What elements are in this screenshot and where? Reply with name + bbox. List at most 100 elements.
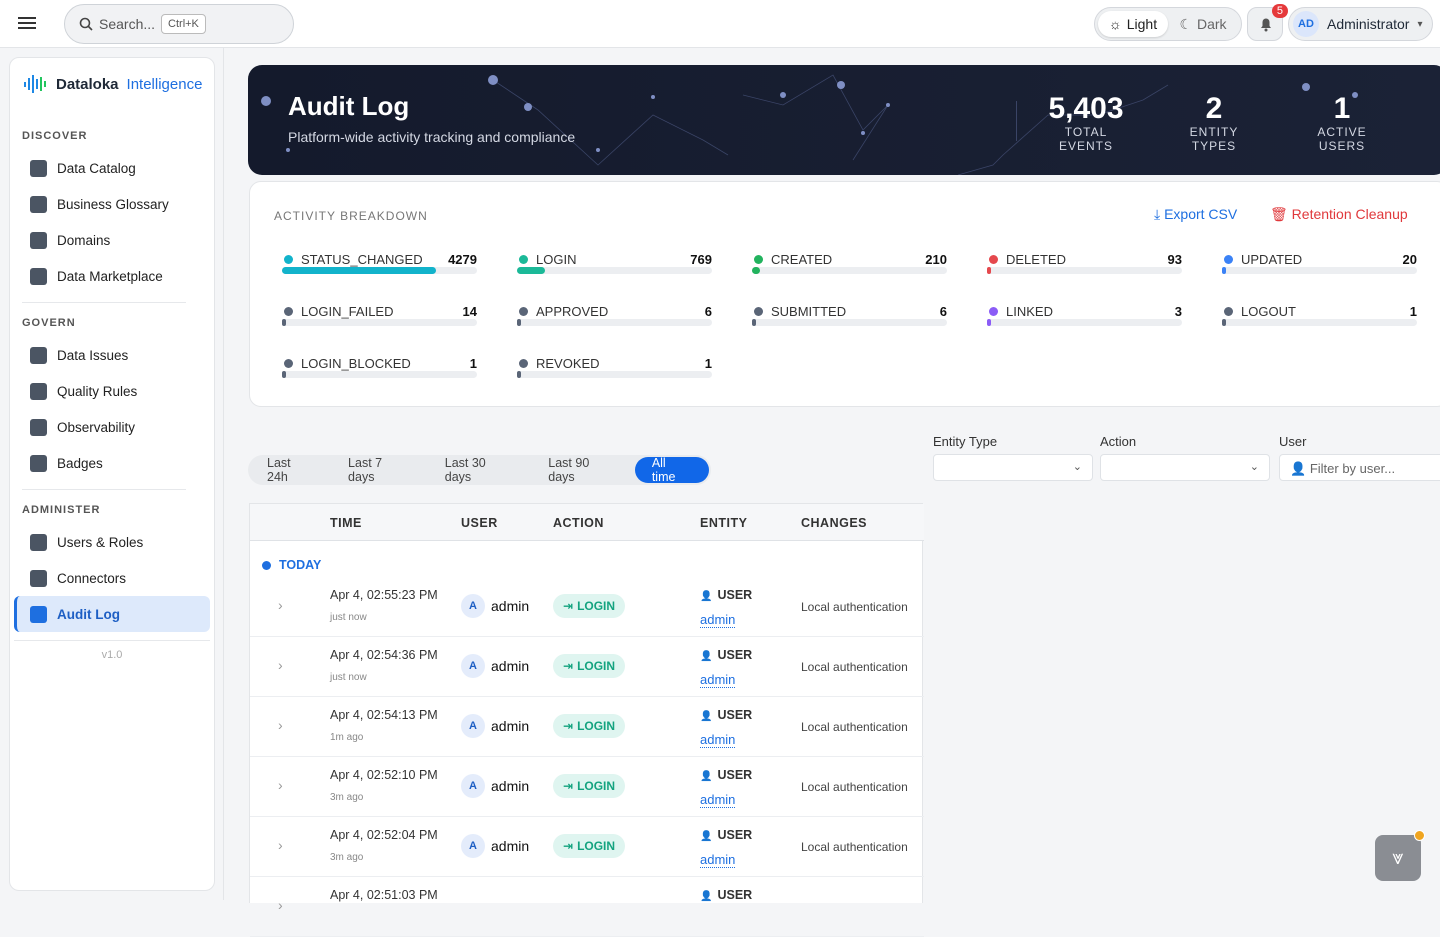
nav-item[interactable]: Users & Roles — [14, 524, 210, 560]
column-header: ENTITY — [700, 516, 748, 530]
item-count: 1 — [469, 356, 477, 371]
notifications[interactable]: 5 — [1247, 4, 1288, 41]
table-header — [250, 504, 924, 541]
action-icon: ⇥ — [563, 839, 574, 853]
bar-track — [282, 319, 477, 326]
bar-track — [517, 319, 712, 326]
action-pill: ⇥ LOGIN — [553, 594, 626, 618]
nav-icon — [30, 346, 47, 364]
entity-link[interactable]: admin — [700, 672, 736, 688]
user-initials: AD — [1293, 11, 1319, 37]
user: admin — [491, 838, 530, 854]
select[interactable]: ⌄ — [1100, 454, 1270, 481]
entity-icon: 👤 — [700, 771, 713, 782]
brand-logo — [24, 75, 46, 93]
bar — [987, 319, 991, 326]
action-icon: ⇥ — [563, 779, 574, 793]
breakdown-item: APPROVED 6 — [517, 304, 712, 340]
hero-stat: 1 ACTIVE USERS — [1294, 93, 1390, 154]
bar-track — [517, 371, 712, 378]
nav-item[interactable]: Data Marketplace — [14, 258, 210, 294]
item-name: STATUS_CHANGED — [301, 252, 423, 267]
nav-item[interactable]: Domains — [14, 222, 210, 258]
time: Apr 4, 02:54:13 PM — [330, 708, 438, 722]
user: admin — [491, 598, 530, 614]
theme-dark[interactable]: ☾ Dark — [1179, 15, 1227, 33]
expand-chevron: › — [278, 777, 283, 793]
entity-icon: 👤 — [700, 591, 713, 602]
brand-name: Dataloka — [56, 75, 119, 93]
item-name: REVOKED — [536, 356, 600, 371]
bar — [752, 319, 756, 326]
top-bar: Search... Ctrl+K ☼ Light ☾ Dark 5 AD Adm… — [0, 0, 1440, 48]
user-menu[interactable]: AD Administrator ▾ — [1288, 7, 1433, 41]
bar — [517, 371, 521, 378]
item-name: DELETED — [1006, 252, 1066, 267]
input[interactable]: 👤 Filter by user... — [1279, 454, 1440, 481]
time: Apr 4, 02:55:23 PM — [330, 588, 438, 602]
nav-item[interactable]: Badges — [14, 445, 210, 481]
nav-item[interactable]: Quality Rules — [14, 373, 210, 409]
time-range[interactable]: All time — [634, 456, 710, 484]
bell-icon — [1261, 18, 1271, 32]
page-subtitle: Platform-wide activity tracking and comp… — [288, 129, 576, 145]
entity-type: 👤 USER — [700, 768, 752, 782]
search-box[interactable]: Search... Ctrl+K — [64, 4, 294, 44]
bar-track — [517, 267, 712, 274]
nav-icon — [30, 159, 47, 177]
breakdown-item: REVOKED 1 — [517, 356, 712, 392]
nav-item[interactable]: Audit Log — [14, 596, 210, 632]
theme-toggle: ☼ Light ☾ Dark — [1094, 7, 1242, 41]
table-row[interactable]: › Apr 4, 02:51:03 PM 👤 USER — [250, 877, 924, 937]
action: LOGIN — [577, 839, 616, 853]
theme-light[interactable]: ☼ Light — [1098, 11, 1168, 37]
audit-table: TODAY TIME USER ACTION ENTITY CHANGES › Apr 4,… — [249, 503, 924, 937]
bar — [517, 319, 521, 326]
nav-item[interactable]: Business Glossary — [14, 186, 210, 222]
bar — [282, 267, 437, 274]
item-icon — [989, 255, 998, 264]
time-range[interactable]: Last 30 days — [444, 456, 486, 484]
time-range[interactable]: Last 24h — [267, 456, 291, 484]
time-range[interactable]: Last 90 days — [548, 456, 590, 484]
item-name: LINKED — [1006, 304, 1053, 319]
item-name: SUBMITTED — [771, 304, 847, 319]
item-icon — [989, 307, 998, 316]
item-count: 3 — [1174, 304, 1182, 319]
entity-type-label: USER — [717, 828, 753, 842]
item-count: 6 — [704, 304, 712, 319]
sidebar: Dataloka Intelligence DISCOVER Data Catal… — [9, 57, 215, 891]
action-icon: ⇥ — [563, 719, 574, 733]
assistant-button[interactable]: ⩔ — [1375, 830, 1425, 881]
nav-item[interactable]: Data Issues — [14, 337, 210, 373]
navigation: DISCOVER Data Catalog Business Glossary Dom… — [10, 130, 214, 661]
user-avatar: A — [461, 834, 485, 858]
export-csv[interactable]: ⤓ Export CSV — [1154, 206, 1238, 222]
nav-item[interactable]: Connectors — [14, 560, 210, 596]
expand-chevron: › — [278, 837, 283, 853]
entity-link[interactable]: admin — [700, 852, 736, 868]
retention-cleanup[interactable]: 🗑 Retention Cleanup — [1270, 206, 1408, 222]
entity-link[interactable]: admin — [700, 792, 736, 808]
select[interactable]: ⌄ — [933, 454, 1093, 481]
menu-button[interactable] — [18, 14, 36, 32]
action: LOGIN — [577, 779, 616, 793]
action-icon: ⇥ — [563, 599, 574, 613]
nav-item[interactable]: Observability — [14, 409, 210, 445]
item-count: 4279 — [448, 252, 477, 267]
nav-item[interactable]: Data Catalog — [14, 150, 210, 186]
nav-label: Data Issues — [57, 347, 129, 363]
time-range[interactable]: Last 7 days — [348, 456, 383, 484]
breakdown-item: LOGIN 769 — [517, 252, 712, 288]
item-count: 6 — [939, 304, 947, 319]
stat-caption: TOTAL EVENTS — [1058, 125, 1113, 153]
entity-link[interactable]: admin — [700, 732, 736, 748]
entity-link[interactable]: admin — [700, 612, 736, 628]
stat-caption: ENTITY TYPES — [1189, 125, 1239, 153]
time: Apr 4, 02:52:04 PM — [330, 828, 438, 842]
